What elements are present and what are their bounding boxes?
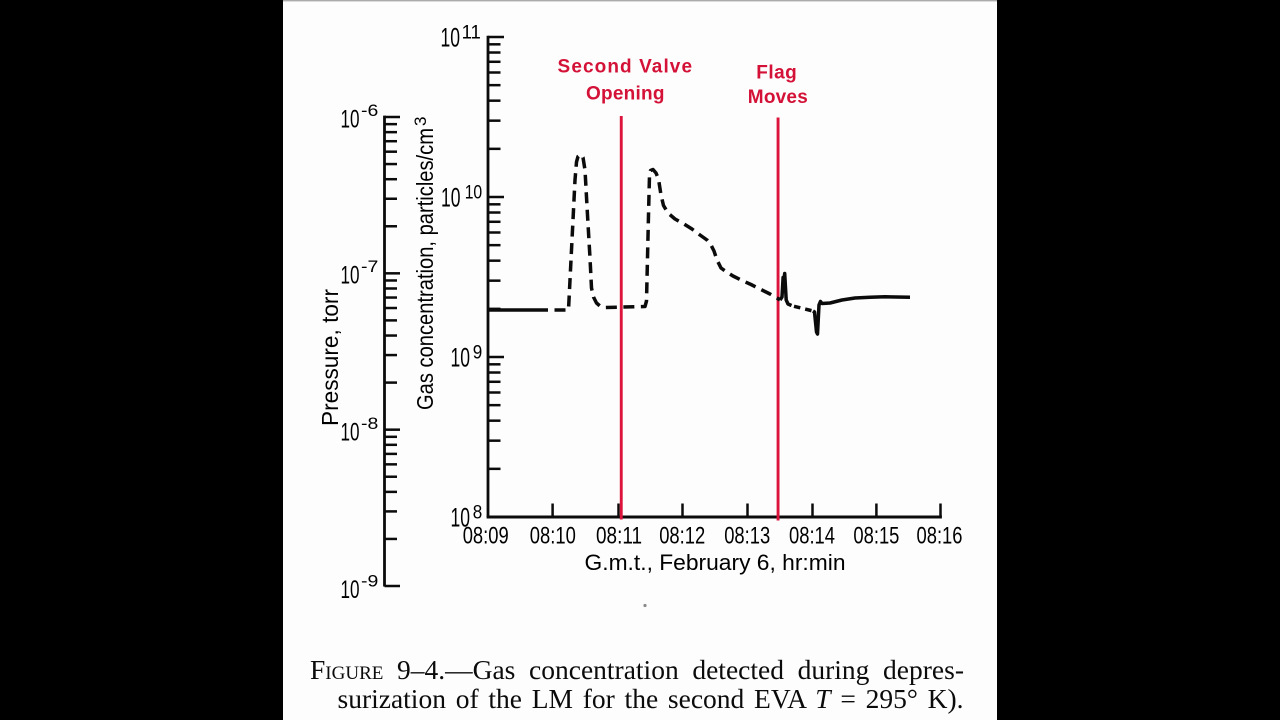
svg-text:11: 11	[462, 21, 481, 43]
svg-text:10: 10	[441, 183, 461, 213]
svg-text:08:09: 08:09	[463, 522, 509, 549]
svg-text:10: 10	[465, 181, 483, 203]
svg-text:8: 8	[473, 501, 483, 523]
svg-text:08:13: 08:13	[724, 522, 770, 549]
svg-text:08:12: 08:12	[659, 522, 705, 549]
svg-text:Second Valve: Second Valve	[558, 57, 693, 78]
svg-text:Opening: Opening	[586, 84, 665, 105]
svg-text:Pressure, torr: Pressure, torr	[317, 289, 343, 426]
svg-text:10: 10	[451, 343, 471, 373]
svg-text:3: 3	[411, 117, 430, 127]
svg-text:Flag: Flag	[756, 62, 797, 83]
svg-text:10: 10	[451, 503, 471, 533]
svg-text:08:16: 08:16	[917, 522, 963, 549]
svg-text:G.m.t., February 6, hr:min: G.m.t., February 6, hr:min	[585, 550, 846, 575]
svg-text:9: 9	[473, 341, 483, 363]
svg-text:08:14: 08:14	[789, 522, 835, 549]
svg-text:08:15: 08:15	[853, 522, 899, 549]
svg-text:Gas concentration, particles/c: Gas concentration, particles/cm	[412, 128, 438, 410]
svg-text:08:11: 08:11	[596, 522, 642, 549]
svg-text:-8: -8	[361, 414, 378, 433]
svg-text:-7: -7	[361, 257, 378, 276]
svg-text:08:10: 08:10	[530, 522, 576, 549]
svg-text:10: 10	[441, 23, 461, 53]
svg-text:Moves: Moves	[748, 87, 808, 108]
svg-text:10: 10	[341, 418, 360, 446]
svg-text:10: 10	[341, 576, 360, 604]
svg-text:-6: -6	[361, 101, 378, 120]
svg-text:10: 10	[341, 105, 360, 133]
svg-text:10: 10	[341, 261, 360, 289]
svg-text:-9: -9	[361, 572, 378, 591]
